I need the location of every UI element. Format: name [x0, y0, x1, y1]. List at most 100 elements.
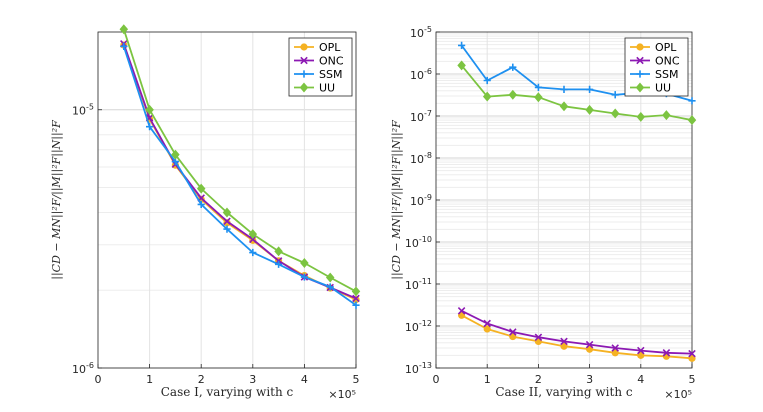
data-point-onc: [585, 340, 594, 349]
data-point-ssm: [483, 76, 491, 85]
legend-item-opl: OPL: [630, 41, 677, 54]
data-point-onc: [560, 337, 568, 346]
data-point-uu: [325, 272, 335, 283]
chart-panel-case-ii: 0 1 2 3 4 5×10⁵10-1310-1210-1110-1010-910-810…: [390, 25, 697, 401]
legend-label: SSM: [655, 68, 678, 81]
data-point-ssm: [458, 41, 466, 49]
data-point-uu: [274, 246, 283, 257]
data-point-opl: [637, 351, 645, 359]
y-tick-exponent: -12: [419, 319, 432, 328]
legend-marker: [299, 82, 309, 93]
legend-marker: [636, 43, 644, 51]
legend-item-onc: ONC: [630, 55, 680, 68]
x-ticks: 0 1 2 3 4 5: [95, 364, 360, 386]
x-tick-label: 4: [301, 373, 308, 386]
legend-label: OPL: [319, 41, 341, 54]
data-point-uu: [559, 101, 569, 112]
series-uu: [457, 60, 697, 126]
data-point-ssm: [534, 83, 542, 91]
legend-label: UU: [655, 82, 671, 95]
x-tick-label: 5: [689, 373, 696, 386]
data-point-onc: [637, 346, 645, 355]
data-point-opl: [458, 311, 466, 319]
y-tick-base: 10: [405, 237, 419, 250]
legend-marker: [636, 70, 644, 78]
legend-marker: [300, 43, 308, 51]
x-tick-label: 0: [433, 373, 440, 386]
data-point-opl: [586, 345, 594, 353]
y-tick-label: 10-9: [410, 193, 432, 208]
y-tick-exponent: -10: [419, 235, 432, 244]
data-point-ssm: [688, 97, 696, 105]
y-tick-exponent: -6: [424, 67, 432, 76]
legend-item-ssm: SSM: [630, 68, 678, 81]
data-point-ssm: [249, 248, 257, 257]
data-point-opl: [688, 354, 696, 362]
y-tick-base: 10: [72, 363, 86, 376]
legend-item-ssm: SSM: [294, 68, 342, 81]
y-tick-label: 10-5: [72, 103, 94, 118]
data-point-ssm: [120, 42, 128, 50]
data-point-opl: [560, 342, 568, 350]
data-point-onc: [611, 344, 619, 352]
legend-label: OPL: [655, 41, 677, 54]
series-ssm: [120, 42, 360, 309]
series-uu: [119, 24, 361, 297]
y-tick-base: 10: [405, 279, 419, 292]
data-point-uu: [610, 108, 620, 119]
legend-label: SSM: [319, 68, 342, 81]
data-point-onc: [509, 328, 517, 336]
y-ticks: 10-610-5: [72, 103, 102, 376]
data-point-opl: [611, 349, 619, 357]
x-tick-label: 3: [249, 373, 256, 386]
legend-marker: [636, 56, 644, 65]
y-tick-base: 10: [410, 153, 424, 166]
data-point-uu: [300, 258, 309, 268]
legend-label: ONC: [655, 55, 680, 68]
data-point-ssm: [352, 301, 360, 309]
y-tick-exponent: -7: [424, 109, 432, 118]
data-point-ssm: [300, 273, 308, 281]
data-point-uu: [534, 92, 543, 103]
series-line-opl: [461, 314, 693, 360]
x-ticks: 0 1 2 3 4 5: [433, 364, 696, 386]
series-onc: [457, 307, 696, 358]
x-tick-label: 3: [586, 373, 593, 386]
y-tick-base: 10: [72, 105, 86, 118]
data-point-onc: [688, 349, 696, 358]
data-point-onc: [483, 319, 491, 328]
legend-marker: [300, 56, 308, 65]
x-tick-label: 0: [95, 373, 102, 386]
data-point-uu: [585, 104, 594, 115]
legend-item-uu: UU: [630, 82, 671, 95]
x-tick-label: 1: [146, 373, 153, 386]
data-point-uu: [119, 24, 129, 35]
x-axis-label: Case II, varying with c: [495, 385, 633, 399]
series-group: [457, 41, 697, 362]
data-point-ssm: [509, 63, 517, 71]
data-point-onc: [662, 349, 671, 357]
x-tick-label: 2: [198, 373, 205, 386]
data-point-uu: [687, 115, 697, 126]
y-tick-base: 10: [410, 195, 424, 208]
y-tick-label: 10-6: [72, 361, 94, 376]
y-tick-exponent: -6: [86, 361, 94, 370]
y-tick-label: 10-11: [405, 277, 432, 292]
data-point-uu: [222, 207, 232, 218]
data-point-uu: [248, 229, 258, 240]
x-tick-label: 4: [637, 373, 644, 386]
series-line-uu: [122, 28, 357, 293]
series-line-onc: [461, 309, 693, 355]
axes-box: [97, 31, 357, 369]
data-point-ssm: [326, 283, 334, 291]
data-point-ssm: [146, 123, 154, 131]
legend-item-onc: ONC: [294, 55, 344, 68]
y-tick-label: 10-13: [405, 361, 432, 376]
data-point-onc: [223, 217, 231, 226]
y-tick-exponent: -5: [86, 103, 94, 112]
y-axis-label: ||CD − MN||²F/||M||²F||N||²F: [390, 120, 404, 280]
data-point-ssm: [197, 200, 205, 209]
y-tick-label: 10-7: [410, 109, 432, 124]
